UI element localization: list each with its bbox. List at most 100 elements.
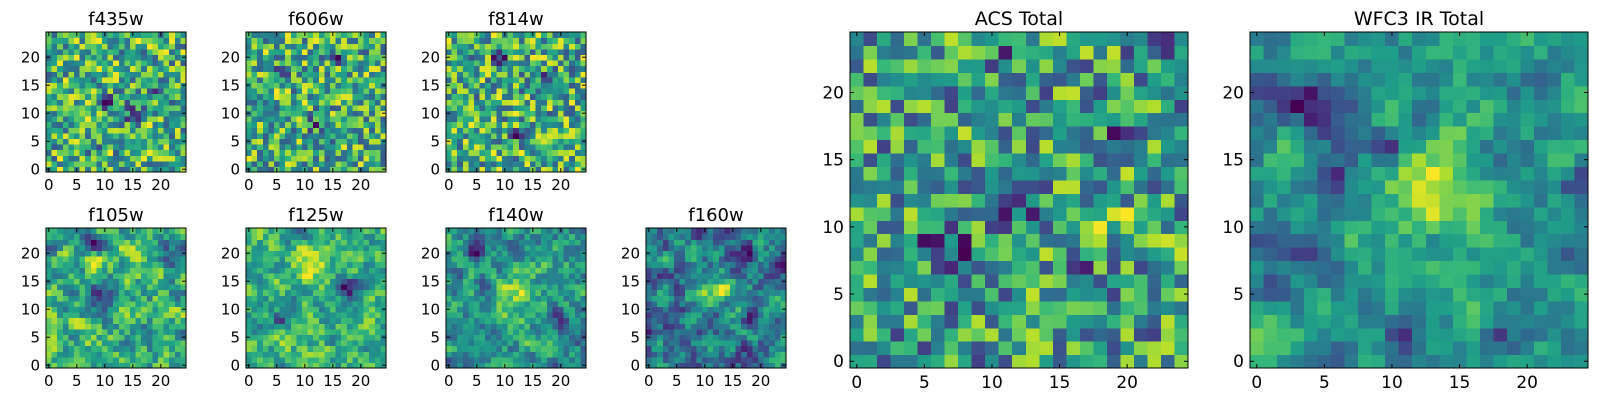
- heatmap-cell: [890, 220, 905, 235]
- heatmap-cell: [552, 60, 559, 67]
- heatmap-cell: [513, 144, 520, 151]
- heatmap-cell: [363, 300, 370, 307]
- heatmap-cell: [735, 244, 742, 251]
- heatmap-cell: [118, 267, 125, 274]
- heatmap-cell: [724, 233, 731, 240]
- heatmap-cell: [118, 132, 125, 139]
- heatmap-cell: [285, 32, 292, 39]
- heatmap-cell: [246, 48, 253, 55]
- heatmap-cell: [285, 155, 292, 162]
- heatmap-cell: [569, 340, 576, 347]
- heatmap-cell: [57, 244, 64, 251]
- heatmap-cell: [863, 166, 878, 181]
- heatmap-cell: [296, 239, 303, 246]
- heatmap-cell: [302, 289, 309, 296]
- heatmap-cell: [513, 239, 520, 246]
- heatmap-cell: [451, 362, 458, 369]
- heatmap-cell: [180, 160, 187, 167]
- heatmap-cell: [262, 340, 269, 347]
- heatmap-cell: [318, 104, 325, 111]
- x-tick-label: 10: [95, 372, 114, 390]
- heatmap-cell: [102, 116, 109, 123]
- heatmap-cell: [51, 37, 58, 44]
- heatmap-cell: [146, 48, 153, 55]
- heatmap-cell: [713, 362, 720, 369]
- heatmap-cell: [68, 48, 75, 55]
- heatmap-cell: [569, 261, 576, 268]
- heatmap-cell: [279, 37, 286, 44]
- heatmap-cell: [51, 239, 58, 246]
- heatmap-cell: [496, 82, 503, 89]
- heatmap-cell: [135, 272, 142, 279]
- heatmap-cell: [113, 127, 120, 134]
- heatmap-cell: [998, 273, 1013, 288]
- heatmap-cell: [85, 289, 92, 296]
- heatmap-cell: [246, 121, 253, 128]
- x-tick-label: 0: [244, 372, 254, 390]
- heatmap-cell: [574, 267, 581, 274]
- heatmap-cell: [513, 317, 520, 324]
- heatmap-cell: [251, 239, 258, 246]
- heatmap-cell: [1025, 314, 1040, 329]
- heatmap-cell: [1079, 314, 1094, 329]
- heatmap-cell: [279, 272, 286, 279]
- heatmap-cell: [324, 356, 331, 363]
- heatmap-cell: [96, 37, 103, 44]
- heatmap-cell: [374, 261, 381, 268]
- heatmap-cell: [141, 340, 148, 347]
- heatmap-cell: [518, 160, 525, 167]
- heatmap-cell: [79, 312, 86, 319]
- heatmap-cell: [574, 65, 581, 72]
- heatmap-cell: [890, 287, 905, 302]
- heatmap-cell: [552, 250, 559, 257]
- heatmap-cell: [352, 284, 359, 291]
- heatmap-cell: [57, 155, 64, 162]
- heatmap-cell: [135, 144, 142, 151]
- heatmap-cell: [552, 155, 559, 162]
- heatmap-cell: [558, 328, 565, 335]
- heatmap-cell: [763, 244, 770, 251]
- heatmap-cell: [279, 300, 286, 307]
- heatmap-cell: [107, 71, 114, 78]
- heatmap-cell: [318, 256, 325, 263]
- heatmap-acs-total: [850, 32, 1189, 369]
- heatmap-cell: [107, 272, 114, 279]
- heatmap-cell: [446, 328, 453, 335]
- heatmap-cell: [174, 278, 181, 285]
- heatmap-cell: [257, 289, 264, 296]
- heatmap-cell: [68, 88, 75, 95]
- heatmap-cell: [74, 295, 81, 302]
- heatmap-cell: [530, 351, 537, 358]
- heatmap-cell: [130, 351, 137, 358]
- heatmap-cell: [474, 82, 481, 89]
- heatmap-cell: [580, 155, 587, 162]
- heatmap-cell: [330, 60, 337, 67]
- heatmap-cell: [74, 244, 81, 251]
- heatmap-cell: [651, 256, 658, 263]
- heatmap-cell: [290, 43, 297, 50]
- heatmap-cell: [169, 48, 176, 55]
- heatmap-cell: [863, 300, 878, 315]
- heatmap-cell: [646, 356, 653, 363]
- heatmap-cell: [479, 65, 486, 72]
- heatmap-cell: [169, 127, 176, 134]
- heatmap-cell: [102, 334, 109, 341]
- heatmap-cell: [118, 88, 125, 95]
- heatmap-cell: [152, 328, 159, 335]
- heatmap-cell: [262, 356, 269, 363]
- heatmap-cell: [890, 152, 905, 167]
- heatmap-cell: [730, 295, 737, 302]
- heatmap-cell: [713, 312, 720, 319]
- heatmap-cell: [85, 351, 92, 358]
- heatmap-cell: [752, 261, 759, 268]
- heatmap-cell: [257, 239, 264, 246]
- heatmap-cell: [758, 289, 765, 296]
- heatmap-cell: [124, 132, 131, 139]
- heatmap-cell: [113, 104, 120, 111]
- heatmap-cell: [169, 138, 176, 145]
- heatmap-cell: [541, 317, 548, 324]
- heatmap-cell: [46, 345, 53, 352]
- heatmap-cell: [569, 144, 576, 151]
- heatmap-cell: [352, 32, 359, 39]
- heatmap-cell: [1025, 247, 1040, 262]
